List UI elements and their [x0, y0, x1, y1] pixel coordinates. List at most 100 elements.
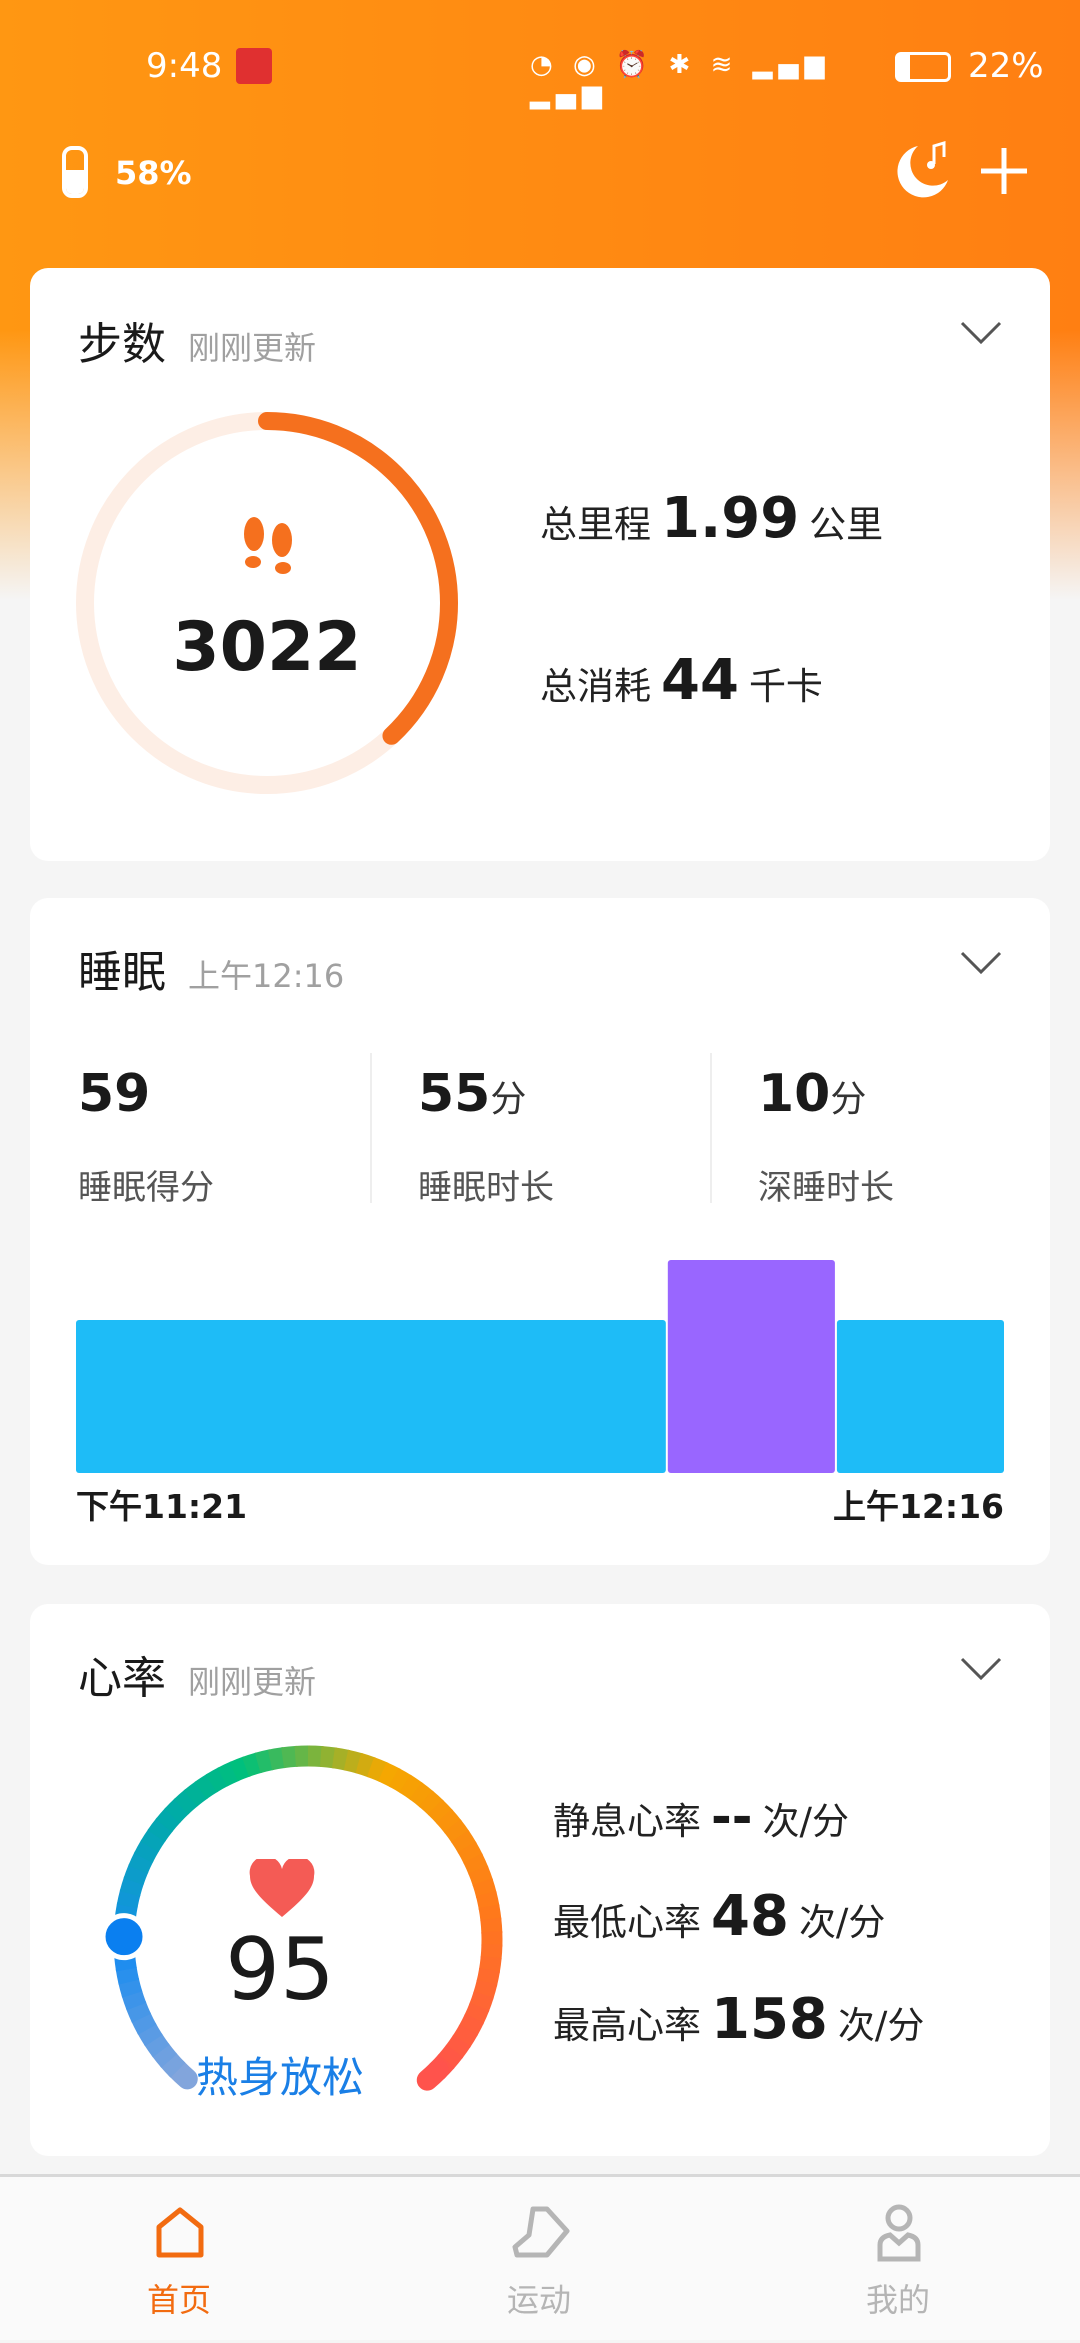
gauge-arc-segment	[486, 1894, 489, 1908]
gauge-arc-segment	[468, 2018, 475, 2031]
gauge-arc-segment	[452, 1826, 461, 1838]
gauge-arc-segment	[149, 1834, 157, 1846]
gauge-arc-segment	[346, 1760, 360, 1764]
gauge-arc-segment	[136, 2005, 142, 2019]
gauge-arc-segment	[467, 1847, 474, 1860]
gauge-arc-segment	[222, 1771, 235, 1777]
status-time: 9:48	[146, 46, 222, 86]
gauge-arc-segment	[474, 2007, 480, 2020]
gauge-arc-segment	[461, 2030, 469, 2043]
sleep-bar-deep	[668, 1260, 835, 1473]
heart-zone: 热身放松	[160, 2044, 400, 2105]
gauge-arc-segment	[444, 1816, 453, 1827]
resting-hr-row: 静息心率--次/分	[553, 1788, 849, 1846]
profile-icon	[876, 2203, 922, 2263]
deep-sleep-label: 深睡时长	[758, 1160, 894, 1209]
status-icons: ◔ ◉ ⏰ ✱ ≋ ▂▄▆ ▂▄▆	[530, 50, 890, 84]
gauge-arc-segment	[132, 1993, 137, 2007]
gauge-arc-segment	[382, 1772, 395, 1778]
footprints-icon	[236, 516, 300, 578]
gauge-arc-segment	[394, 1777, 407, 1784]
app-notification-icon	[236, 48, 272, 84]
gauge-arc-segment	[487, 1970, 490, 1984]
gauge-arc-segment	[138, 1856, 144, 1869]
sleep-bar-light	[837, 1320, 1004, 1473]
nav-label: 我的	[798, 2275, 998, 2321]
bottom-nav: 首页 运动 我的	[0, 2174, 1080, 2340]
gauge-arc-segment	[415, 1791, 427, 1800]
gauge-marker	[103, 1916, 145, 1958]
gauge-arc-segment	[156, 1824, 165, 1836]
sleep-end-time: 上午12:16	[188, 957, 344, 995]
gauge-arc-segment	[479, 1994, 484, 2008]
home-icon	[154, 2207, 206, 2259]
sleep-card[interactable]: 睡眠上午12:16 59 睡眠得分 55分 睡眠时长 10分 深睡时长 下午11…	[30, 898, 1050, 1565]
chevron-down-icon[interactable]	[960, 321, 1002, 345]
battery-icon	[895, 52, 951, 82]
gauge-arc-segment	[126, 1968, 129, 1982]
gauge-arc-segment	[491, 1944, 492, 1959]
update-time: 刚刚更新	[188, 329, 316, 367]
divider	[370, 1053, 372, 1203]
gauge-arc-segment	[482, 1882, 486, 1896]
nav-home[interactable]: 首页	[79, 2177, 279, 2343]
gauge-arc-segment	[258, 1760, 272, 1763]
chevron-down-icon[interactable]	[960, 1657, 1002, 1681]
gauge-arc-segment	[146, 2028, 154, 2041]
gauge-arc-segment	[134, 1868, 139, 1882]
gauge-arc-segment	[130, 1880, 134, 1894]
gauge-arc-segment	[141, 2017, 148, 2030]
gauge-arc-segment	[181, 1797, 192, 1807]
gauge-arc-segment	[164, 1815, 174, 1826]
plus-icon[interactable]	[979, 146, 1029, 196]
chevron-down-icon[interactable]	[960, 951, 1002, 975]
gauge-arc-segment	[128, 1980, 132, 1994]
gauge-arc-segment	[489, 1957, 491, 1972]
nav-workout[interactable]: 运动	[439, 2177, 639, 2343]
gauge-arc-segment	[190, 1790, 202, 1799]
gauge-arc-segment	[283, 1756, 298, 1757]
gauge-arc-segment	[405, 1784, 417, 1792]
gauge-arc-segment	[127, 1892, 130, 1906]
gauge-arc-segment	[483, 1982, 487, 1996]
divider	[710, 1053, 712, 1203]
nav-profile[interactable]: 我的	[798, 2177, 998, 2343]
update-time: 刚刚更新	[188, 1663, 316, 1701]
gauge-arc-segment	[245, 1763, 259, 1767]
sleep-start-label: 下午11:21	[76, 1480, 247, 1528]
gauge-arc-segment	[371, 1767, 385, 1773]
gauge-arc-segment	[445, 2051, 454, 2062]
battery-percent: 22%	[968, 46, 1044, 86]
gauge-arc-segment	[211, 1776, 224, 1783]
gauge-arc-segment	[143, 1845, 150, 1858]
card-title: 步数	[78, 319, 166, 370]
gauge-arc-segment	[321, 1756, 336, 1758]
gauge-arc-segment	[172, 1806, 182, 1816]
band-battery: 58%	[115, 154, 192, 192]
steps-progress-ring	[76, 412, 458, 794]
gauge-arc-segment	[460, 1836, 468, 1848]
deep-sleep-duration: 10分	[758, 1064, 866, 1124]
sleep-music-icon[interactable]	[890, 140, 952, 202]
gauge-arc-segment	[426, 1798, 437, 1808]
gauge-arc-segment	[427, 2070, 438, 2080]
sleep-score: 59	[78, 1064, 150, 1124]
step-count: 3022	[77, 608, 457, 687]
sleep-chart[interactable]	[75, 1258, 1005, 1473]
sleep-duration: 55分	[418, 1064, 526, 1124]
card-title: 心率	[78, 1653, 166, 1704]
card-title: 睡眠	[78, 947, 166, 998]
gauge-arc-segment	[454, 2041, 463, 2053]
band-icon[interactable]	[62, 146, 88, 198]
gauge-arc-segment	[270, 1758, 284, 1760]
gauge-arc-segment	[473, 1858, 479, 1871]
sleep-bar-light	[76, 1320, 666, 1473]
gauge-arc-segment	[358, 1763, 372, 1768]
nav-label: 首页	[79, 2275, 279, 2321]
